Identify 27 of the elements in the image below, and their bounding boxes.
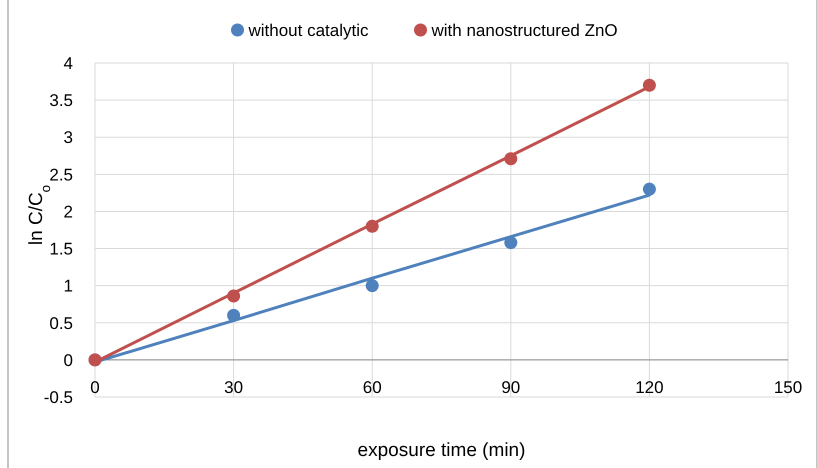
x-axis-title: exposure time (min) (358, 440, 526, 461)
point (366, 279, 379, 292)
legend-label: with nanostructured ZnO (430, 21, 618, 40)
x-tick-label: 30 (224, 378, 244, 397)
x-tick-label: 150 (774, 378, 802, 397)
x-tick-label: 120 (635, 378, 664, 397)
x-tick-label: 0 (90, 378, 100, 397)
y-tick-label: 0.5 (49, 314, 73, 333)
point (227, 308, 240, 322)
x-tick-label: 90 (501, 378, 520, 397)
legend-label: without catalytic (248, 21, 369, 40)
y-tick-label: 1.5 (49, 240, 73, 259)
y-tick-label: 3.5 (49, 91, 73, 110)
point (504, 152, 518, 166)
y-tick-label: 0 (64, 350, 73, 370)
y-tick-label: 4 (64, 54, 73, 73)
x-tick-label: 60 (362, 378, 382, 397)
y-tick-label: 2.5 (49, 165, 73, 184)
point (642, 182, 656, 196)
point (504, 236, 518, 250)
y-tick-label: 1 (64, 276, 73, 296)
y-tick-label: -0.5 (44, 388, 73, 407)
point (366, 220, 379, 233)
point (227, 290, 240, 303)
y-tick-label: 3 (64, 128, 73, 148)
y-tick-label: 2 (64, 202, 73, 222)
point (642, 78, 656, 92)
